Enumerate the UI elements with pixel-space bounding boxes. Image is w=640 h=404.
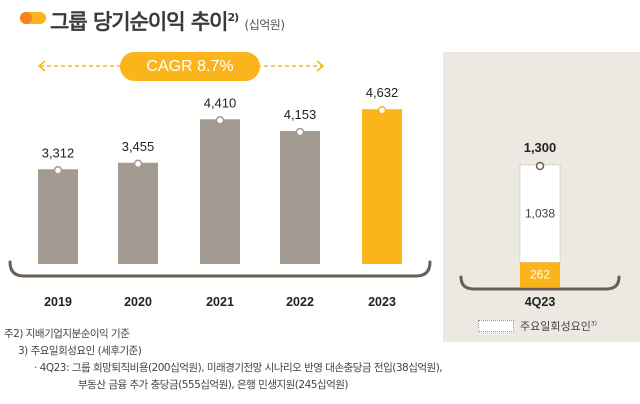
bar-2021: [200, 119, 240, 264]
legend-label: 주요일회성요인3): [520, 320, 598, 333]
note-2: 주2) 지배기업지분순이익 기준: [4, 328, 130, 340]
segment-label: 1,038: [525, 207, 555, 221]
title-bullet-icon: [20, 12, 46, 24]
bar-marker: [295, 127, 305, 137]
x-tick-label: 4Q23: [525, 295, 556, 309]
x-tick-label: 2019: [44, 295, 72, 309]
total-label: 1,300: [524, 140, 557, 155]
quarter-bracket: [459, 275, 621, 291]
legend-swatch: [478, 320, 514, 332]
cagr-badge: CAGR 8.7%: [120, 52, 260, 81]
x-tick-label: 2023: [368, 295, 396, 309]
bar-2023: [362, 109, 402, 264]
bar-4q23-base: [520, 262, 560, 287]
segment-label: 262: [530, 268, 550, 282]
x-tick-label: 2020: [124, 295, 152, 309]
data-label: 3,455: [122, 139, 155, 154]
legend: 주요일회성요인3): [478, 318, 597, 334]
data-label: 4,153: [284, 107, 317, 122]
data-label: 4,632: [366, 85, 399, 100]
data-label: 3,312: [42, 145, 75, 160]
x-tick-label: 2021: [206, 295, 234, 309]
bar-one-off-items: [519, 164, 561, 263]
bar-2022: [280, 131, 320, 264]
bar-marker: [377, 105, 387, 115]
chart-title: 그룹 당기순이익 추이2) (십억원): [50, 10, 285, 34]
unit-label: (십억원): [244, 18, 285, 32]
x-tick-label: 2022: [286, 295, 314, 309]
year-bracket: [8, 260, 432, 278]
bar-2019: [38, 169, 78, 264]
data-label: 4,410: [204, 95, 237, 110]
bar-marker: [133, 159, 143, 169]
bar-marker: [215, 116, 225, 125]
note-3-detail: · 4Q23: 그룹 희망퇴직비용(200십억원), 미래경기전망 시나리오 반…: [34, 362, 443, 374]
bar-2020: [118, 162, 158, 264]
note-3-detail-cont: 부동산 금융 추가 충당금(555십억원), 은행 민생지원(245십억원): [78, 379, 349, 391]
bar-marker: [53, 166, 63, 175]
footnotes: 주2) 지배기업지분순이익 기준 3) 주요일회성요인 (세후기준) · 4Q2…: [4, 326, 443, 394]
note-3: 3) 주요일회성요인 (세후기준): [18, 345, 142, 357]
bar-marker: [535, 161, 545, 171]
